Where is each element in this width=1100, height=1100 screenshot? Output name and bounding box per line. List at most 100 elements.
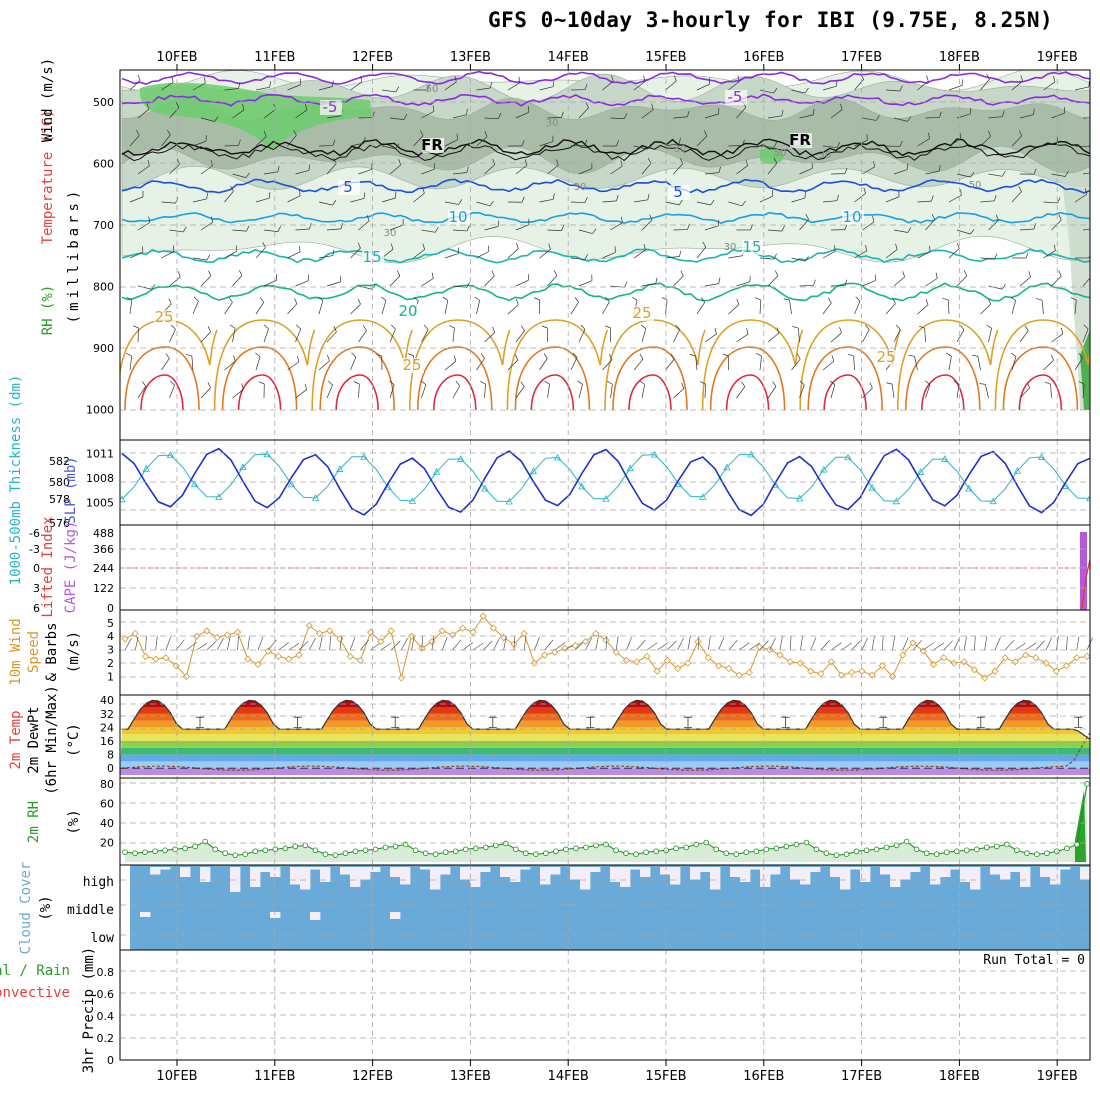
wind-speed-marker <box>274 652 283 660</box>
wind-barb <box>885 249 898 259</box>
cloud-middle-gap <box>270 912 281 918</box>
wind-barb <box>255 197 270 203</box>
ylabel-rh2m-2: (%) <box>66 809 82 834</box>
wind-barb-10m <box>974 636 976 651</box>
thickness-marker <box>1086 494 1090 502</box>
thickness-line <box>121 453 1090 503</box>
ylabel-slp: SLP (mb) <box>63 456 79 523</box>
wind-barb-10m <box>298 640 309 651</box>
wind-barb-10m <box>370 642 382 651</box>
cloud-high-gap <box>540 867 551 885</box>
wind-barb <box>830 332 842 343</box>
rh2m-marker <box>853 848 860 855</box>
wind-barb <box>168 298 172 305</box>
wind-barb <box>421 111 435 119</box>
wind-barb <box>986 324 992 329</box>
thickness-marker <box>965 484 973 492</box>
ytick-cape: 488 <box>93 527 114 540</box>
rh2m-marker <box>803 839 810 846</box>
temp-minmax-marker <box>293 716 302 728</box>
ytick-thickness: 576 <box>49 517 70 530</box>
wind-barb <box>476 300 481 315</box>
isotherm-30 <box>417 346 493 411</box>
rh-shade-edge <box>1080 330 1090 410</box>
wind-barb <box>541 325 548 329</box>
wind-barb <box>358 384 360 399</box>
wind-barb <box>804 256 809 262</box>
rh2m-marker <box>392 843 399 850</box>
wind-barb-10m <box>605 636 608 651</box>
wind-barb <box>604 325 611 329</box>
date-label-top: 18FEB <box>939 50 980 65</box>
thickness-marker <box>336 465 344 472</box>
wind-barb-10m <box>472 642 484 651</box>
wind-barb-10m <box>513 636 516 651</box>
wind-barb <box>643 244 646 251</box>
rh2m-marker <box>1014 847 1020 854</box>
wind-barb <box>421 168 435 175</box>
wind-speed-marker <box>315 629 324 638</box>
wind-barb <box>556 159 559 166</box>
wind-barb <box>827 297 832 303</box>
wind-barb <box>988 328 992 343</box>
wind-barb <box>515 164 528 175</box>
wind-barb <box>791 257 806 262</box>
rh2m-marker <box>643 849 649 856</box>
wind-barb <box>544 380 550 385</box>
wind-barb <box>574 297 579 303</box>
wind-barb <box>616 140 619 147</box>
wind-speed-marker <box>1032 654 1040 662</box>
wind-barb <box>988 116 1003 119</box>
wind-barb <box>357 242 361 249</box>
date-label-bottom: 13FEB <box>450 1069 491 1084</box>
ylabel-wind10m-1: 10m Wind <box>8 618 24 685</box>
rh2m-marker <box>422 850 429 857</box>
ytick-rh: 80 <box>100 778 114 791</box>
wind-speed-marker <box>735 671 743 679</box>
wind-barb <box>148 216 151 223</box>
wind-barb <box>358 169 372 175</box>
wind-barb-10m <box>482 640 493 651</box>
wind-barb <box>171 76 174 83</box>
wind-barb <box>126 352 132 357</box>
wind-barb <box>651 103 654 110</box>
ylabel-wind-10m: 10m Wind Speed & Barbs (m/s) <box>8 618 82 685</box>
wind-barb <box>775 270 779 277</box>
wind-barb <box>293 129 297 136</box>
wind-barb <box>988 285 1003 290</box>
rh2m-marker <box>372 846 379 853</box>
wind-barb <box>980 200 995 203</box>
wind-barb <box>584 253 588 260</box>
wind-barb <box>208 270 212 277</box>
wind-barb-10m <box>585 637 592 651</box>
wind-barb <box>1085 188 1087 195</box>
rh2m-marker <box>412 847 419 854</box>
wind-barb <box>956 242 960 249</box>
wind-barb <box>487 245 490 252</box>
wind-barb <box>822 302 832 315</box>
wind-barb <box>422 187 425 194</box>
isotherm-30 <box>124 346 200 411</box>
ytick-li: -6 <box>29 527 40 540</box>
wind-barb <box>129 80 141 91</box>
wind-barb <box>1078 381 1085 385</box>
upper-air-panel: -5 -5 FR FR 5 5 10 10 15 15 20 25 25 25 25 50 30 30 50 30 30… <box>120 70 1090 411</box>
cape-bar <box>1080 532 1087 610</box>
wind-barb-10m <box>145 636 147 651</box>
wind-barb <box>518 76 521 83</box>
wind-speed-marker <box>837 671 845 679</box>
rh2m-marker <box>783 843 790 850</box>
wind-barb <box>507 304 519 315</box>
rh2m-marker <box>743 849 750 856</box>
temp-band <box>120 720 1090 728</box>
wind-barb <box>431 272 434 279</box>
wind-barb <box>899 140 903 147</box>
ylabel-temp2m-4: (°C) <box>66 723 82 757</box>
wind-barb <box>728 81 740 91</box>
wind-barb <box>458 199 463 205</box>
wind-barb <box>1028 271 1031 277</box>
rh2m-marker <box>963 847 970 854</box>
wind-barb <box>924 328 926 343</box>
wind-barb <box>255 302 265 315</box>
wind-barb <box>466 108 468 115</box>
